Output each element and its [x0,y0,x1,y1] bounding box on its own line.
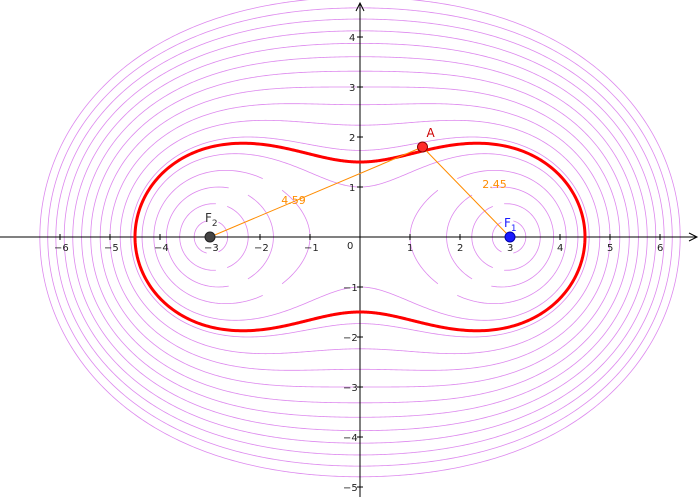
y-ticks: 4 3 2 1 −1 −2 −3 −4 −5 [343,33,363,494]
x-axis-arrow-icon [688,232,699,242]
y-tick-label: −5 [343,483,358,494]
x-ticks: −6 −5 −4 −3 −2 −1 1 2 3 4 5 6 [54,234,663,254]
x-tick-label: 5 [607,243,613,254]
y-tick-label: 1 [349,183,355,194]
y-tick-label: −2 [343,333,358,344]
x-tick-label: −3 [204,243,219,254]
focus-f1-point[interactable] [504,231,516,243]
x-tick-label: 4 [557,243,563,254]
x-tick-label: −2 [254,243,269,254]
cassini-curve[interactable] [133,141,587,333]
x-tick-label: 1 [407,243,413,254]
x-tick-label: −6 [54,243,69,254]
y-tick-label: 3 [349,83,355,94]
segment-a-f2 [209,146,423,238]
distance-a-f2-label: 4.59 [281,194,306,207]
y-tick-label: 2 [349,133,355,144]
y-axis-arrow-icon [355,1,365,12]
x-tick-label: −1 [304,243,319,254]
origin-label: 0 [347,241,353,252]
segment-a-f1 [422,146,511,238]
y-tick-label: 4 [349,33,355,44]
y-tick-label: −1 [343,283,358,294]
point-a[interactable] [417,141,428,153]
x-tick-label: −5 [104,243,119,254]
x-tick-label: 6 [657,243,663,254]
x-tick-label: −4 [154,243,169,254]
point-a-label: A [427,126,436,140]
distance-a-f1-label: 2.45 [482,178,507,191]
focus-f2-point[interactable] [204,231,216,243]
y-tick-label: −4 [343,433,358,444]
focus-f1-label: F1 [504,216,517,234]
x-tick-label: 3 [507,243,513,254]
focus-f2-label: F2 [205,211,218,229]
y-tick-label: −3 [343,383,358,394]
x-tick-label: 2 [457,243,463,254]
